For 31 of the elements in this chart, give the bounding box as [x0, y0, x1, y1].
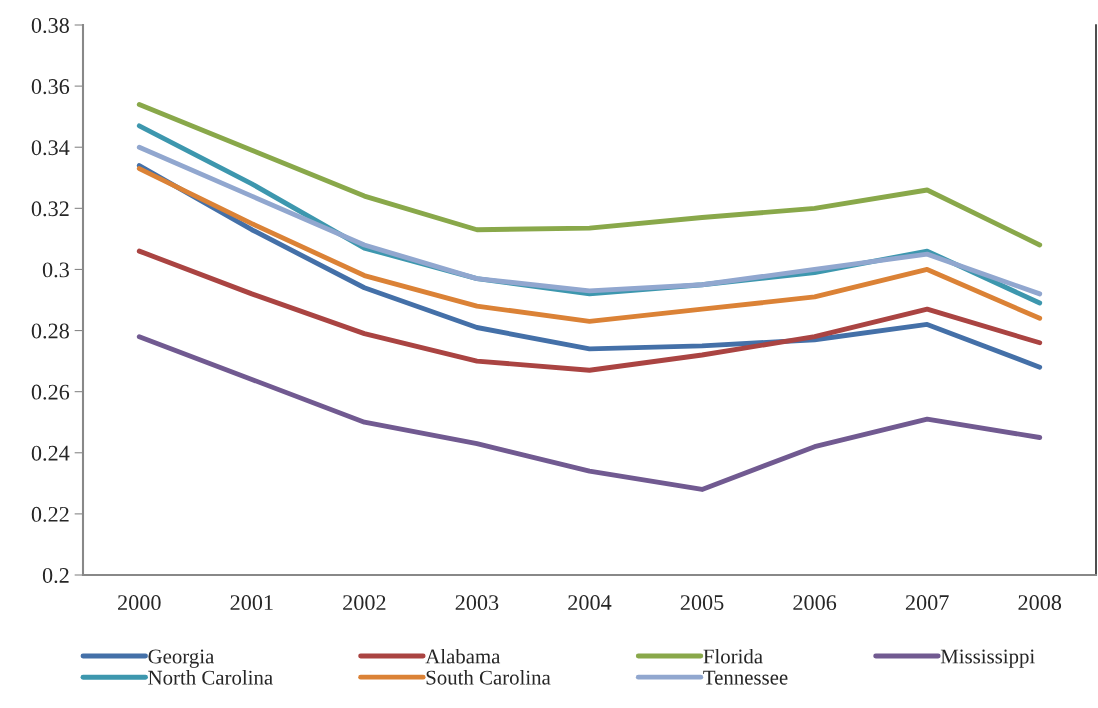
y-tick-label: 0.28 [31, 323, 69, 339]
legend-label: Mississippi [940, 649, 1035, 668]
line-series [136, 102, 1043, 248]
x-tick-label: 2001 [230, 595, 273, 611]
x-tick-label: 2005 [680, 595, 724, 611]
legend-label: Georgia [148, 649, 215, 668]
line-series [136, 334, 1043, 492]
line-series [136, 144, 1043, 297]
y-tick-label: 0.3 [42, 262, 69, 278]
legend-label: Florida [703, 648, 763, 664]
y-tick-label: 0.38 [31, 17, 69, 34]
x-tick-label: 2003 [455, 595, 499, 611]
y-tick-label: 0.34 [31, 140, 70, 156]
legend-label: Tennessee [703, 670, 788, 685]
line-series [136, 248, 1043, 373]
x-tick-label: 2008 [1018, 595, 1062, 611]
legend-label: North Carolina [148, 670, 273, 685]
x-tick-label: 2007 [905, 595, 949, 611]
y-tick-label: 0.2 [42, 567, 69, 584]
legend-label: South Carolina [426, 669, 551, 685]
x-tick-label: 2000 [118, 595, 161, 611]
x-tick-label: 2004 [568, 595, 612, 611]
line-series [136, 166, 1043, 324]
legend-label: Alabama [425, 648, 501, 664]
y-tick-label: 0.22 [31, 506, 69, 522]
x-tick-label: 2002 [343, 595, 386, 611]
y-tick-label: 0.32 [31, 201, 69, 217]
y-tick-label: 0.24 [31, 445, 70, 461]
x-tick-label: 2006 [793, 595, 837, 611]
y-tick-label: 0.26 [31, 384, 70, 400]
y-tick-label: 0.36 [31, 79, 70, 95]
